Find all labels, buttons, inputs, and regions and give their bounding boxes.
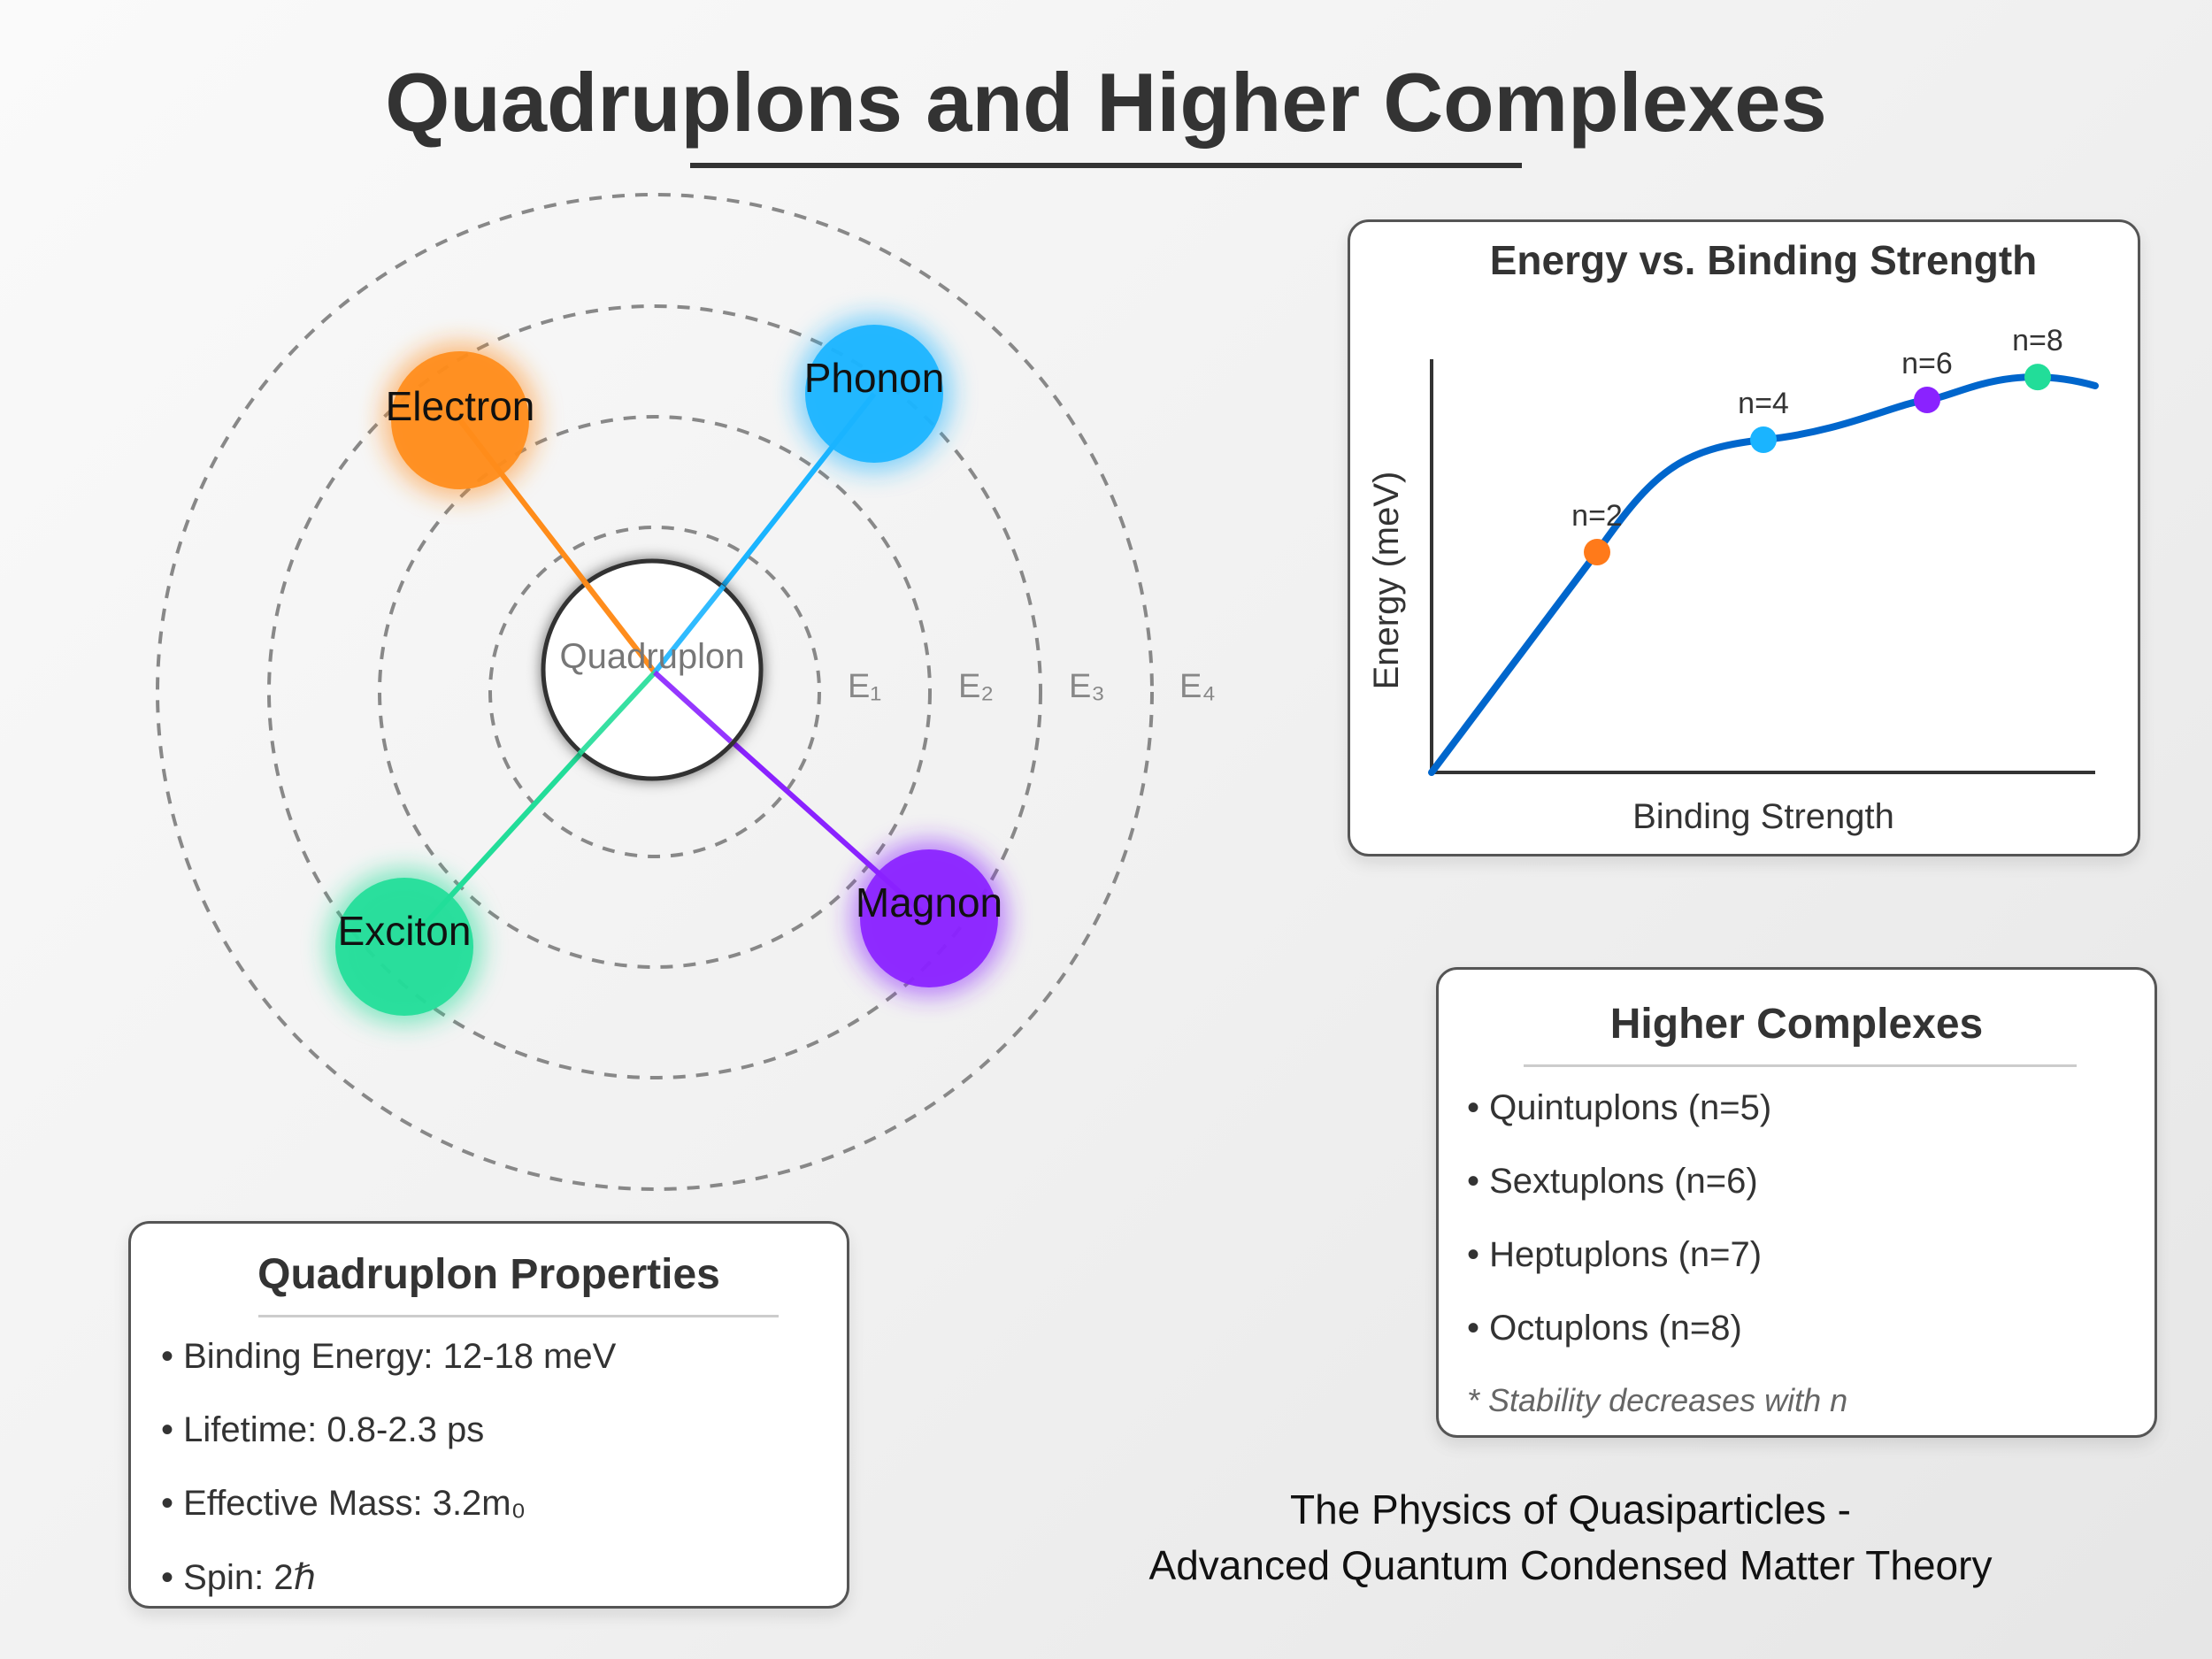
energy-chart: Energy vs. Binding Strength Binding Stre… bbox=[1367, 237, 2099, 836]
higher-complexes-divider bbox=[1524, 1064, 2077, 1067]
properties-panel: Quadruplon Properties • Binding Energy: … bbox=[128, 1221, 849, 1609]
complex-sextuplons: • Sextuplons (n=6) bbox=[1467, 1162, 1758, 1201]
electron-label: Electron bbox=[386, 383, 535, 429]
chart-title: Energy vs. Binding Strength bbox=[1490, 237, 2038, 283]
chart-point-n6 bbox=[1914, 387, 1940, 413]
chart-point-label-n2: n=2 bbox=[1571, 499, 1623, 533]
chart-point-label-n6: n=6 bbox=[1901, 347, 1953, 380]
complex-quintuplons: • Quintuplons (n=5) bbox=[1467, 1088, 1772, 1127]
higher-complexes-title: Higher Complexes bbox=[1609, 1001, 1984, 1048]
energy-curve bbox=[1428, 373, 2099, 776]
property-binding-energy: • Binding Energy: 12-18 meV bbox=[161, 1337, 617, 1376]
properties-divider bbox=[258, 1315, 779, 1317]
higher-complexes-panel: Higher Complexes • Quintuplons (n=5) • S… bbox=[1436, 967, 2157, 1438]
property-lifetime: • Lifetime: 0.8-2.3 ps bbox=[161, 1410, 485, 1449]
energy-ring-2 bbox=[378, 415, 932, 969]
level-label-e2: E₂ bbox=[958, 668, 994, 705]
exciton-link-inner bbox=[577, 670, 657, 757]
property-spin: • Spin: 2ℏ bbox=[161, 1558, 316, 1597]
phonon-node bbox=[805, 325, 943, 463]
magnon-link-inner bbox=[652, 670, 733, 744]
y-axis-label: Energy (meV) bbox=[1367, 472, 1406, 690]
chart-point-label-n8: n=8 bbox=[2012, 324, 2063, 357]
exciton-label: Exciton bbox=[338, 908, 472, 954]
chart-point-n8 bbox=[2024, 364, 2051, 391]
x-axis-label: Binding Strength bbox=[1632, 797, 1894, 836]
energy-ring-3 bbox=[267, 304, 1042, 1079]
energy-chart-panel bbox=[1348, 219, 2140, 856]
quadruplon-label: Quadruplon bbox=[559, 637, 744, 676]
magnon-label: Magnon bbox=[856, 879, 1002, 926]
page-title: Quadruplons and Higher Complexes bbox=[385, 56, 1827, 149]
phonon-label: Phonon bbox=[804, 355, 945, 401]
phonon-link-inner bbox=[652, 584, 726, 674]
magnon-node bbox=[860, 849, 998, 987]
quadruplon-diagram: E₁ E₂ E₃ E₄ Quadruplon Electro bbox=[156, 193, 1216, 1191]
title-underline bbox=[690, 163, 1522, 168]
exciton-node bbox=[335, 878, 473, 1016]
level-label-e1: E₁ bbox=[848, 668, 881, 705]
properties-title: Quadruplon Properties bbox=[257, 1251, 720, 1298]
energy-ring-4 bbox=[156, 193, 1154, 1191]
chart-point-n4 bbox=[1750, 426, 1777, 453]
chart-point-n2 bbox=[1584, 539, 1610, 565]
complex-heptuplons: • Heptuplons (n=7) bbox=[1467, 1235, 1763, 1274]
property-effective-mass: • Effective Mass: 3.2m₀ bbox=[161, 1484, 526, 1523]
complex-octuplons: • Octuplons (n=8) bbox=[1467, 1309, 1742, 1348]
electron-link-inner bbox=[581, 580, 657, 674]
footer-line-2: Advanced Quantum Condensed Matter Theory bbox=[1148, 1542, 1993, 1588]
stability-note: * Stability decreases with n bbox=[1467, 1382, 1848, 1418]
energy-ring-1 bbox=[488, 526, 821, 858]
footer: The Physics of Quasiparticles - Advanced… bbox=[1053, 1482, 2088, 1594]
level-label-e3: E₃ bbox=[1069, 668, 1105, 705]
level-label-e4: E₄ bbox=[1179, 668, 1216, 705]
footer-line-1: The Physics of Quasiparticles - bbox=[1289, 1486, 1851, 1532]
chart-point-label-n4: n=4 bbox=[1738, 387, 1789, 420]
